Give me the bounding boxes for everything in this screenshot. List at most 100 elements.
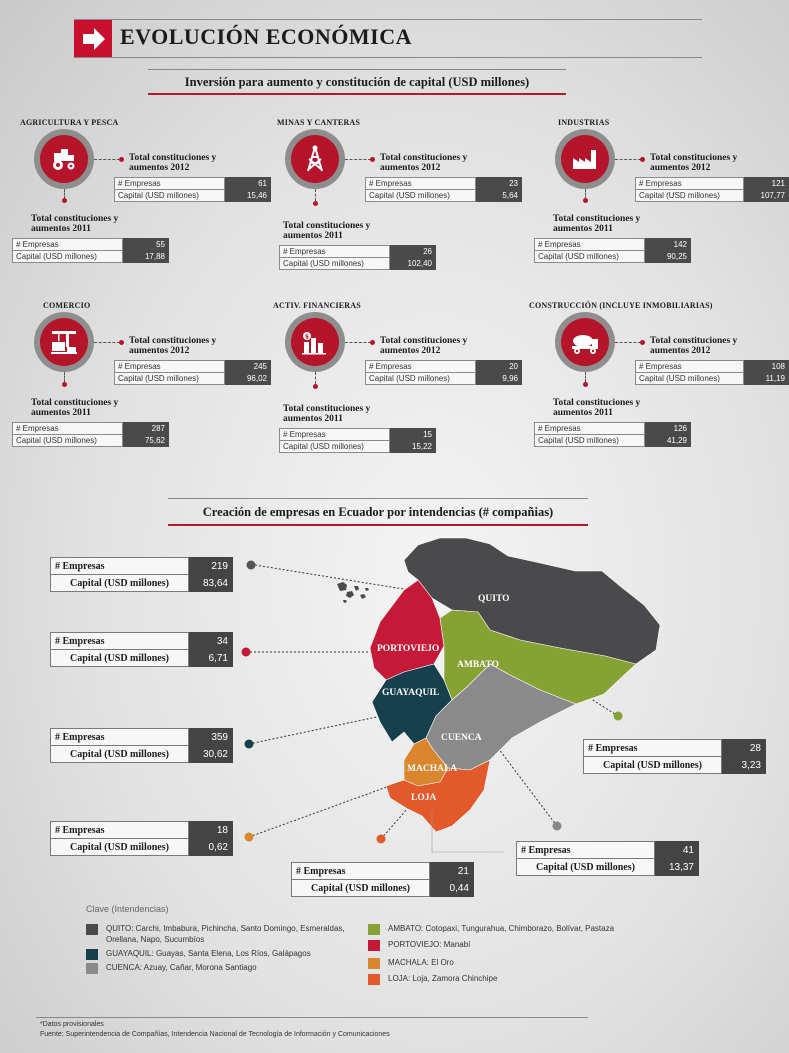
table-quito: # Empresas 219 Capital (USD millones) 83,6… (50, 557, 233, 592)
leader-line (615, 159, 641, 160)
capital-value: 90,25 (644, 250, 691, 263)
quito-marker (246, 560, 256, 570)
table-cuenca: # Empresas 41 Capital (USD millones) 13,37 (516, 841, 699, 876)
empresas-value: 126 (644, 422, 691, 435)
empresas-value: 359 (188, 728, 233, 746)
loja-marker (376, 834, 386, 844)
legend-swatch-ambato (368, 924, 380, 935)
row-capital-label: Capital (USD millones) (279, 440, 390, 453)
capital-value: 5,64 (475, 189, 522, 202)
capital-value: 96,02 (224, 372, 271, 385)
table-loja: # Empresas 21 Capital (USD millones) 0,44 (291, 862, 474, 897)
capital-value: 75,62 (122, 434, 169, 447)
label-2011: Total constituciones y aumentos 2011 (553, 214, 641, 234)
capital-value: 83,64 (188, 574, 233, 592)
row-empresas-label: # Empresas (279, 245, 390, 258)
ambato-marker (613, 711, 623, 721)
sector-icon-badge (34, 312, 94, 372)
label-2012: Total constituciones y aumentos 2012 (129, 336, 217, 356)
row-capital-label: Capital (USD millones) (50, 838, 189, 856)
label-2012: Total constituciones y aumentos 2012 (129, 153, 217, 173)
table-2012: # Empresas 61 Capital (USD millones) 15,46 (114, 177, 271, 202)
empresas-value: 28 (721, 739, 766, 757)
label-2011: Total constituciones y aumentos 2011 (31, 398, 119, 418)
empresas-value: 219 (188, 557, 233, 575)
map-label-machala: MACHALA (407, 764, 457, 774)
row-empresas-label: # Empresas (50, 632, 189, 650)
row-capital-label: Capital (USD millones) (50, 574, 189, 592)
leader-line (94, 159, 120, 160)
row-capital-label: Capital (USD millones) (279, 257, 390, 270)
inversion-title-rule-top (148, 69, 566, 70)
capital-value: 11,19 (742, 372, 789, 385)
row-capital-label: Capital (USD millones) (534, 250, 645, 263)
empresas-value: 142 (644, 238, 691, 251)
table-ambato: # Empresas 28 Capital (USD millones) 3,23 (583, 739, 766, 774)
row-capital-label: Capital (USD millones) (114, 372, 225, 385)
region-loja (385, 759, 491, 833)
tractor-icon (53, 149, 75, 170)
capital-value: 15,46 (224, 189, 271, 202)
empresas-value: 108 (742, 360, 789, 373)
row-empresas-label: # Empresas (291, 862, 430, 880)
cement-truck-icon (572, 335, 598, 354)
capital-value: 41,29 (644, 434, 691, 447)
galapagos-islands (337, 582, 369, 603)
sector-icon-badge (555, 129, 615, 189)
empresas-value: 121 (742, 177, 789, 190)
sector-title: MINAS Y CANTERAS (277, 118, 361, 127)
header-arrow-badge (74, 20, 112, 58)
map-label-loja: LOJA (411, 793, 436, 803)
leader-dot (370, 157, 375, 162)
region-quito (403, 537, 661, 665)
factory-icon (573, 150, 596, 169)
row-empresas-label: # Empresas (534, 238, 645, 251)
legend-text-ambato: AMBATO: Cotopaxi, Tungurahua, Chimborazo… (388, 924, 615, 933)
leader-line (64, 189, 65, 199)
row-capital-label: Capital (USD millones) (114, 189, 225, 202)
capital-value: 9,96 (475, 372, 522, 385)
leader-line (585, 372, 586, 382)
table-guayaquil: # Empresas 359 Capital (USD millones) 30,6… (50, 728, 233, 763)
legend-swatch-machala (368, 958, 380, 969)
sector-icon-badge (34, 129, 94, 189)
row-empresas-label: # Empresas (279, 428, 390, 441)
capital-value: 30,62 (188, 745, 233, 763)
inversion-title-rule-bottom (148, 93, 566, 95)
empresas-value: 15 (389, 428, 436, 441)
map-label-portoviejo: PORTOVIEJO (377, 644, 439, 654)
leader-dot (313, 201, 318, 206)
capital-value: 107,77 (742, 189, 789, 202)
leader-dot (370, 340, 375, 345)
row-empresas-label: # Empresas (365, 360, 476, 373)
legend-swatch-loja (368, 974, 380, 985)
empresas-value: 61 (224, 177, 271, 190)
legend-swatch-guayaquil (86, 949, 98, 960)
leader-line (345, 342, 371, 343)
row-empresas-label: # Empresas (365, 177, 476, 190)
ecuador-map: QUITO PORTOVIEJO AMBATO GUAYAQUIL CUENCA… (241, 537, 661, 853)
legend-text-guayaquil: GUAYAQUIL: Guayas, Santa Elena, Los Ríos… (106, 949, 311, 958)
label-2011: Total constituciones y aumentos 2011 (283, 404, 371, 424)
sector-icon-badge (555, 312, 615, 372)
capital-value: 0,62 (188, 838, 233, 856)
row-capital-label: Capital (USD millones) (50, 745, 189, 763)
row-empresas-label: # Empresas (114, 360, 225, 373)
table-2011: # Empresas 15 Capital (USD millones) 15,22 (279, 428, 436, 453)
row-empresas-label: # Empresas (50, 821, 189, 839)
machala-marker (244, 832, 254, 842)
table-2012: # Empresas 23 Capital (USD millones) 5,64 (365, 177, 522, 202)
leader-dot (583, 382, 588, 387)
empresas-value: 55 (122, 238, 169, 251)
leader-dot (640, 340, 645, 345)
sector-icon-badge (285, 129, 345, 189)
sector-title: AGRICULTURA Y PESCA (20, 118, 119, 127)
row-empresas-label: # Empresas (12, 422, 123, 435)
map-frame-lines (431, 812, 504, 853)
row-empresas-label: # Empresas (583, 739, 722, 757)
leader-line (585, 189, 586, 199)
row-empresas-label: # Empresas (516, 841, 655, 859)
table-machala: # Empresas 18 Capital (USD millones) 0,62 (50, 821, 233, 856)
legend-swatch-cuenca (86, 963, 98, 974)
page-title: EVOLUCIÓN ECONÓMICA (120, 24, 413, 49)
